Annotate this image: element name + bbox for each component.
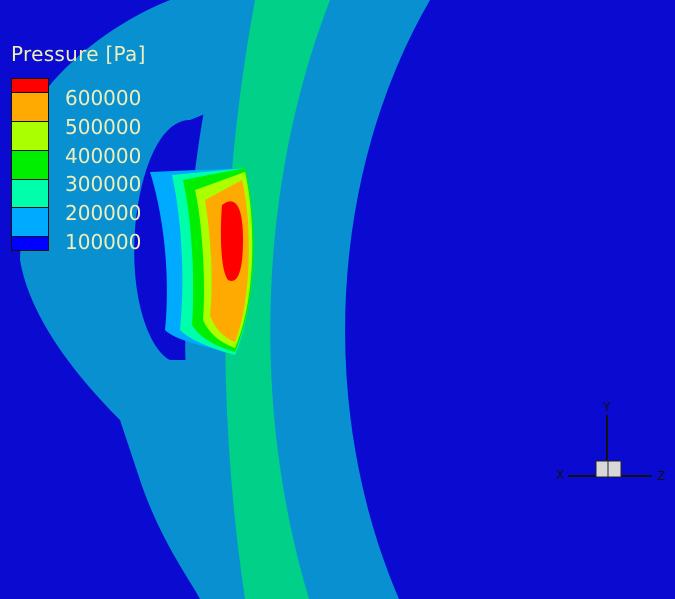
legend-label: 200000 — [65, 201, 142, 226]
legend-label: 300000 — [65, 172, 142, 197]
legend-swatch-min — [12, 237, 48, 250]
axis-triad — [568, 415, 652, 478]
legend-labels: 600000 500000 400000 300000 200000 10000… — [65, 84, 141, 257]
legend-color-bar — [11, 78, 49, 251]
legend-label: 500000 — [65, 114, 142, 139]
axis-z-label: Z — [657, 469, 666, 483]
legend-swatch-200000 — [12, 180, 48, 208]
axis-y-label: Y — [603, 400, 611, 414]
interior-region — [345, 0, 675, 599]
legend-label: 100000 — [65, 229, 142, 254]
legend-label: 600000 — [65, 86, 142, 110]
legend-swatch-600000 — [12, 79, 48, 93]
legend-title: Pressure [Pa] — [11, 42, 146, 66]
legend-swatch-500000 — [12, 93, 48, 122]
legend-swatch-100000 — [12, 208, 48, 237]
cylinder-body — [150, 168, 254, 355]
legend-label: 400000 — [65, 143, 142, 168]
legend-swatch-400000 — [12, 122, 48, 151]
axis-x-label: X — [556, 468, 565, 482]
legend-swatch-300000 — [12, 151, 48, 180]
